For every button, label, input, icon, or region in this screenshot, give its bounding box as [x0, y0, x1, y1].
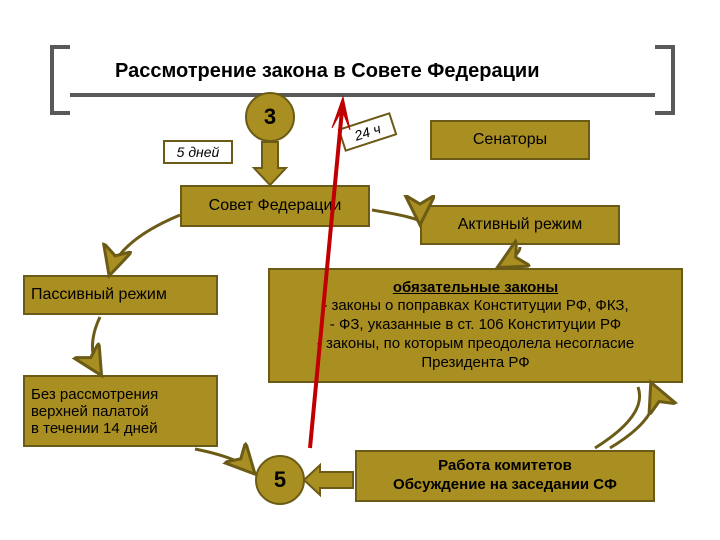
arrow-mandatory-to-work-inner [595, 387, 640, 448]
mandatory-line4: Президента РФ [317, 354, 634, 373]
box-committee-work: Работа комитетов Обсуждение на заседании… [355, 450, 655, 502]
soviet-text: Совет Федерации [209, 197, 342, 215]
without-line3: в течении 14 дней [31, 420, 158, 437]
arrow-without-to-5 [195, 449, 253, 472]
box-soviet: Совет Федерации [180, 185, 370, 227]
stage-5-circle: 5 [255, 455, 305, 505]
passive-text: Пассивный режим [31, 286, 167, 304]
box-active-mode: Активный режим [420, 205, 620, 245]
stage-3-label: 3 [264, 104, 276, 130]
box-mandatory-laws: обязательные законы - законы о поправках… [268, 268, 683, 383]
tag-5-days: 5 дней [163, 140, 233, 164]
work-line2: Обсуждение на заседании СФ [393, 476, 617, 495]
mandatory-content: обязательные законы - законы о поправках… [317, 279, 634, 373]
stage-5-label: 5 [274, 467, 286, 493]
title-underline [70, 93, 655, 97]
arrow-passive-to-without [93, 317, 101, 373]
box-without-review: Без рассмотрения верхней палатой в течен… [23, 375, 218, 447]
box-senators: Сенаторы [430, 120, 590, 160]
work-line1: Работа комитетов [393, 457, 617, 476]
active-text: Активный режим [458, 216, 583, 234]
box-passive-mode: Пассивный режим [23, 275, 218, 315]
mandatory-line1: - законы о поправках Конституции РФ, ФКЗ… [317, 297, 634, 316]
arrow-work-to-5 [304, 465, 353, 495]
work-content: Работа комитетов Обсуждение на заседании… [393, 457, 617, 495]
tag-24h-text: 24 ч [352, 120, 382, 143]
mandatory-line2: - ФЗ, указанные в ст. 106 Конституции РФ [317, 316, 634, 335]
without-content: Без рассмотрения верхней палатой в течен… [31, 386, 158, 437]
tag-24h: 24 ч [338, 112, 398, 152]
stage-3-circle: 3 [245, 92, 295, 142]
arrow-soviet-to-active [372, 210, 420, 222]
arrow-active-to-mandatory [500, 247, 520, 266]
arrow-3-to-soviet [254, 142, 286, 185]
without-line1: Без рассмотрения [31, 386, 158, 403]
senators-text: Сенаторы [473, 131, 547, 149]
arrow-mandatory-to-work-outer [610, 385, 654, 448]
title-bracket-left [50, 45, 70, 115]
page-title: Рассмотрение закона в Совете Федерации [115, 60, 540, 83]
mandatory-line3: - законы, по которым преодолела несоглас… [317, 335, 634, 354]
tag-5-days-text: 5 дней [177, 144, 220, 160]
mandatory-title: обязательные законы [317, 279, 634, 298]
without-line2: верхней палатой [31, 403, 158, 420]
title-bracket-right [655, 45, 675, 115]
arrow-soviet-to-passive [110, 215, 180, 273]
